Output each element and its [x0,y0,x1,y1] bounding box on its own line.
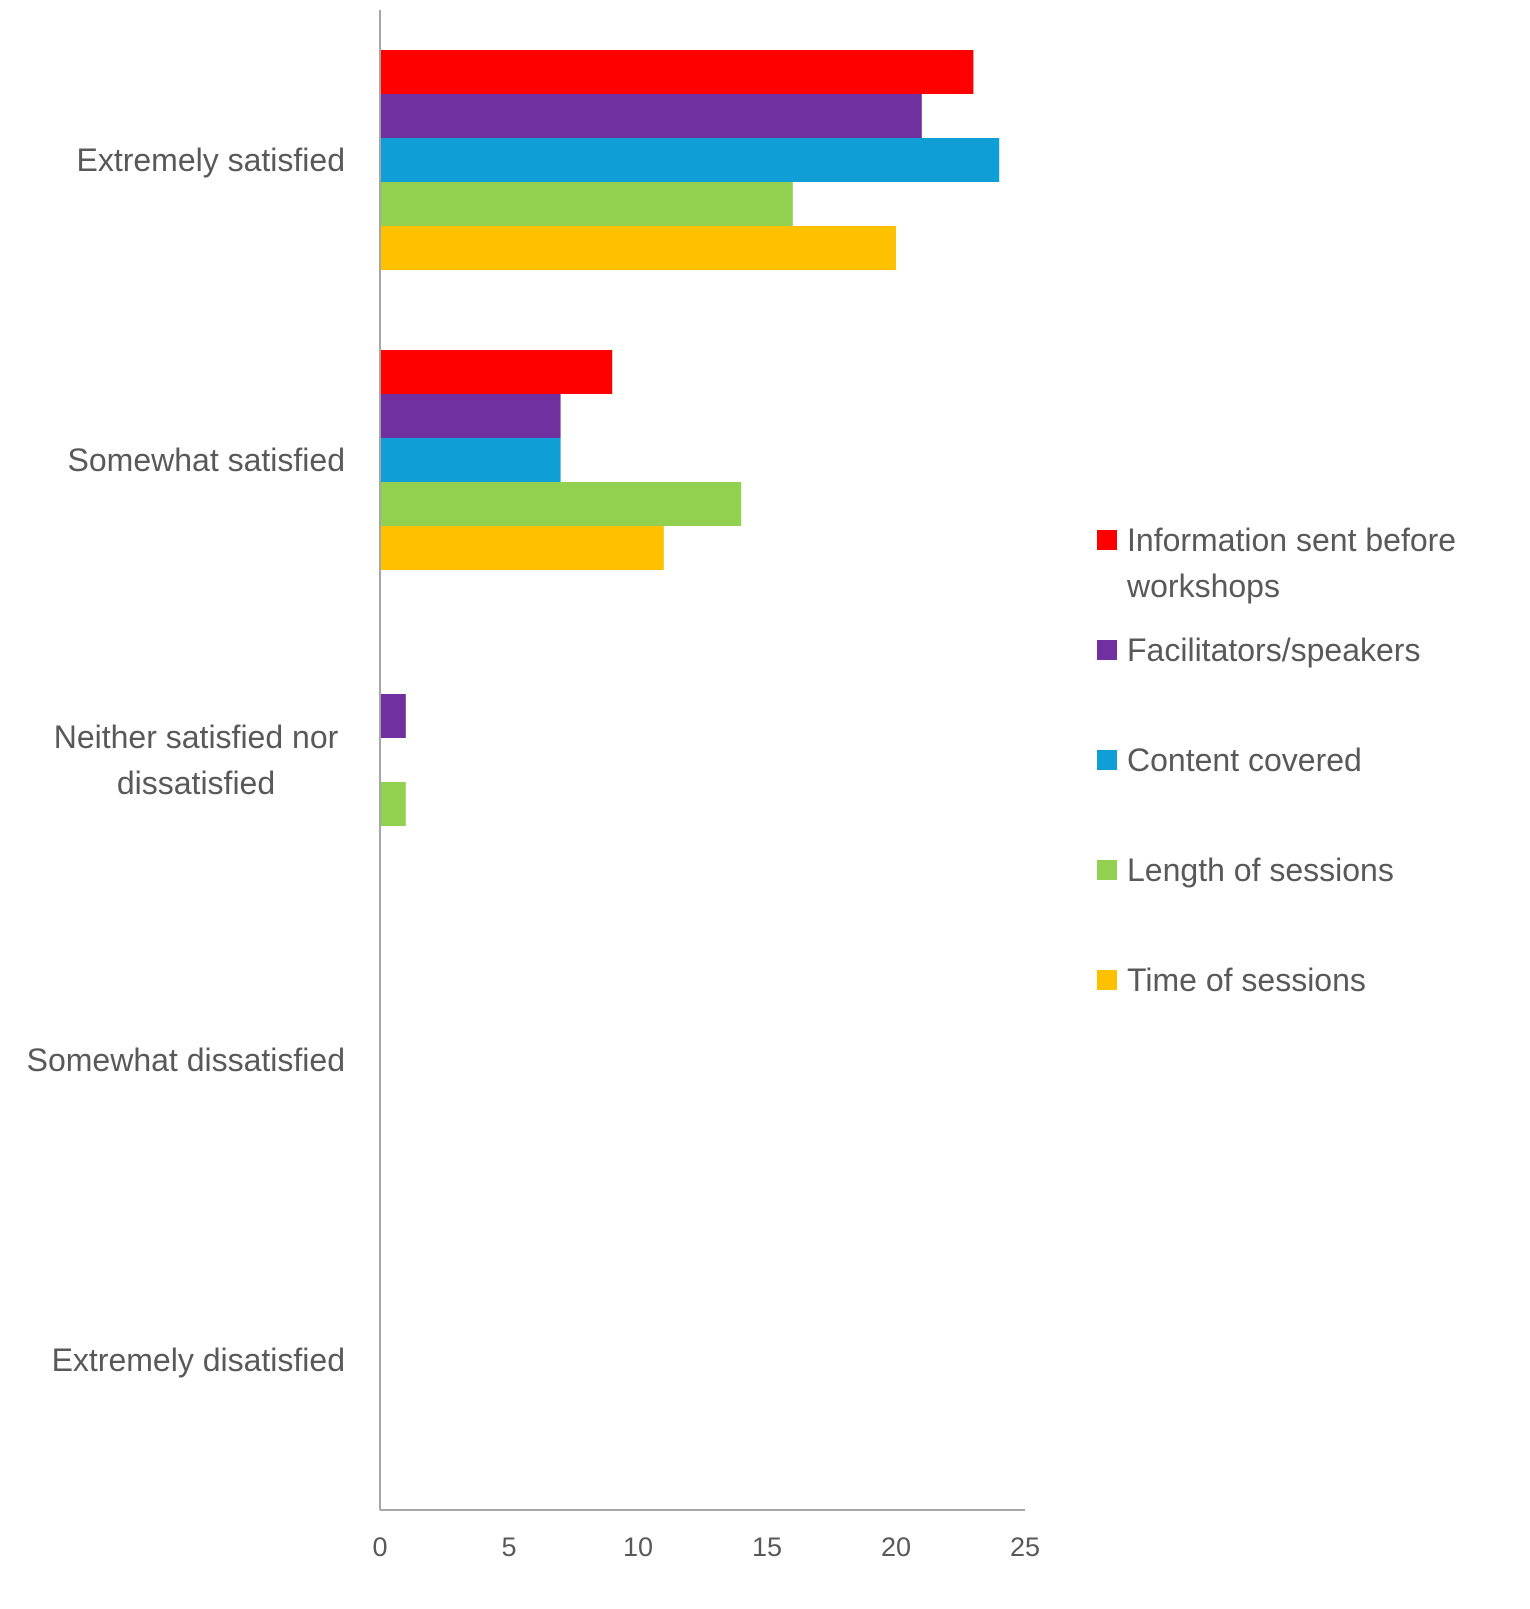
category-label-2: Neither satisfied nor dissatisfied [54,719,339,801]
legend-swatch-2 [1097,750,1117,770]
legend-label-1: Facilitators/speakers [1127,632,1420,668]
legend-item-2: Content covered [1097,742,1362,778]
bar-1-0 [380,350,613,394]
legend-swatch-3 [1097,860,1117,880]
legend-swatch-4 [1097,970,1117,990]
legend-swatch-1 [1097,640,1117,660]
x-tick-label-5: 25 [1010,1532,1040,1562]
legend-label-0: Information sent before workshops [1126,522,1456,604]
legend-item-1: Facilitators/speakers [1097,632,1420,668]
axes [379,10,1025,1511]
legend-label-4: Time of sessions [1127,962,1366,998]
category-label-4: Extremely disatisfied [52,1342,345,1378]
legend-swatch-0 [1097,530,1117,550]
legend-item-0: Information sent before workshops [1097,522,1456,604]
bar-0-0 [380,50,974,94]
legend-label-2: Content covered [1127,742,1362,778]
legend-item-4: Time of sessions [1097,962,1366,998]
legend: Information sent before workshops Facilita… [1097,522,1456,998]
category-label-1: Somewhat satisfied [68,442,345,478]
bar-1-1 [380,394,561,438]
bar-0-4 [380,226,896,270]
bar-0-1 [380,94,922,138]
bar-1-3 [380,482,742,526]
x-tick-label-3: 15 [752,1532,782,1562]
x-axis-ticks: 0 5 10 15 20 25 [372,1532,1040,1562]
bar-2-3 [380,782,406,826]
bar-0-2 [380,138,1000,182]
bar-0-3 [380,182,793,226]
bar-1-2 [380,438,561,482]
x-tick-label-0: 0 [372,1532,387,1562]
x-tick-label-1: 5 [501,1532,516,1562]
legend-item-3: Length of sessions [1097,852,1394,888]
bars [380,50,1000,826]
category-label-3: Somewhat dissatisfied [27,1042,345,1078]
bar-1-4 [380,526,664,570]
x-tick-label-2: 10 [623,1532,653,1562]
category-labels: Extremely satisfied Somewhat satisfied Nei… [27,142,345,1378]
bar-2-1 [380,694,406,738]
legend-label-3: Length of sessions [1127,852,1394,888]
x-tick-label-4: 20 [881,1532,911,1562]
category-label-0: Extremely satisfied [76,142,345,178]
